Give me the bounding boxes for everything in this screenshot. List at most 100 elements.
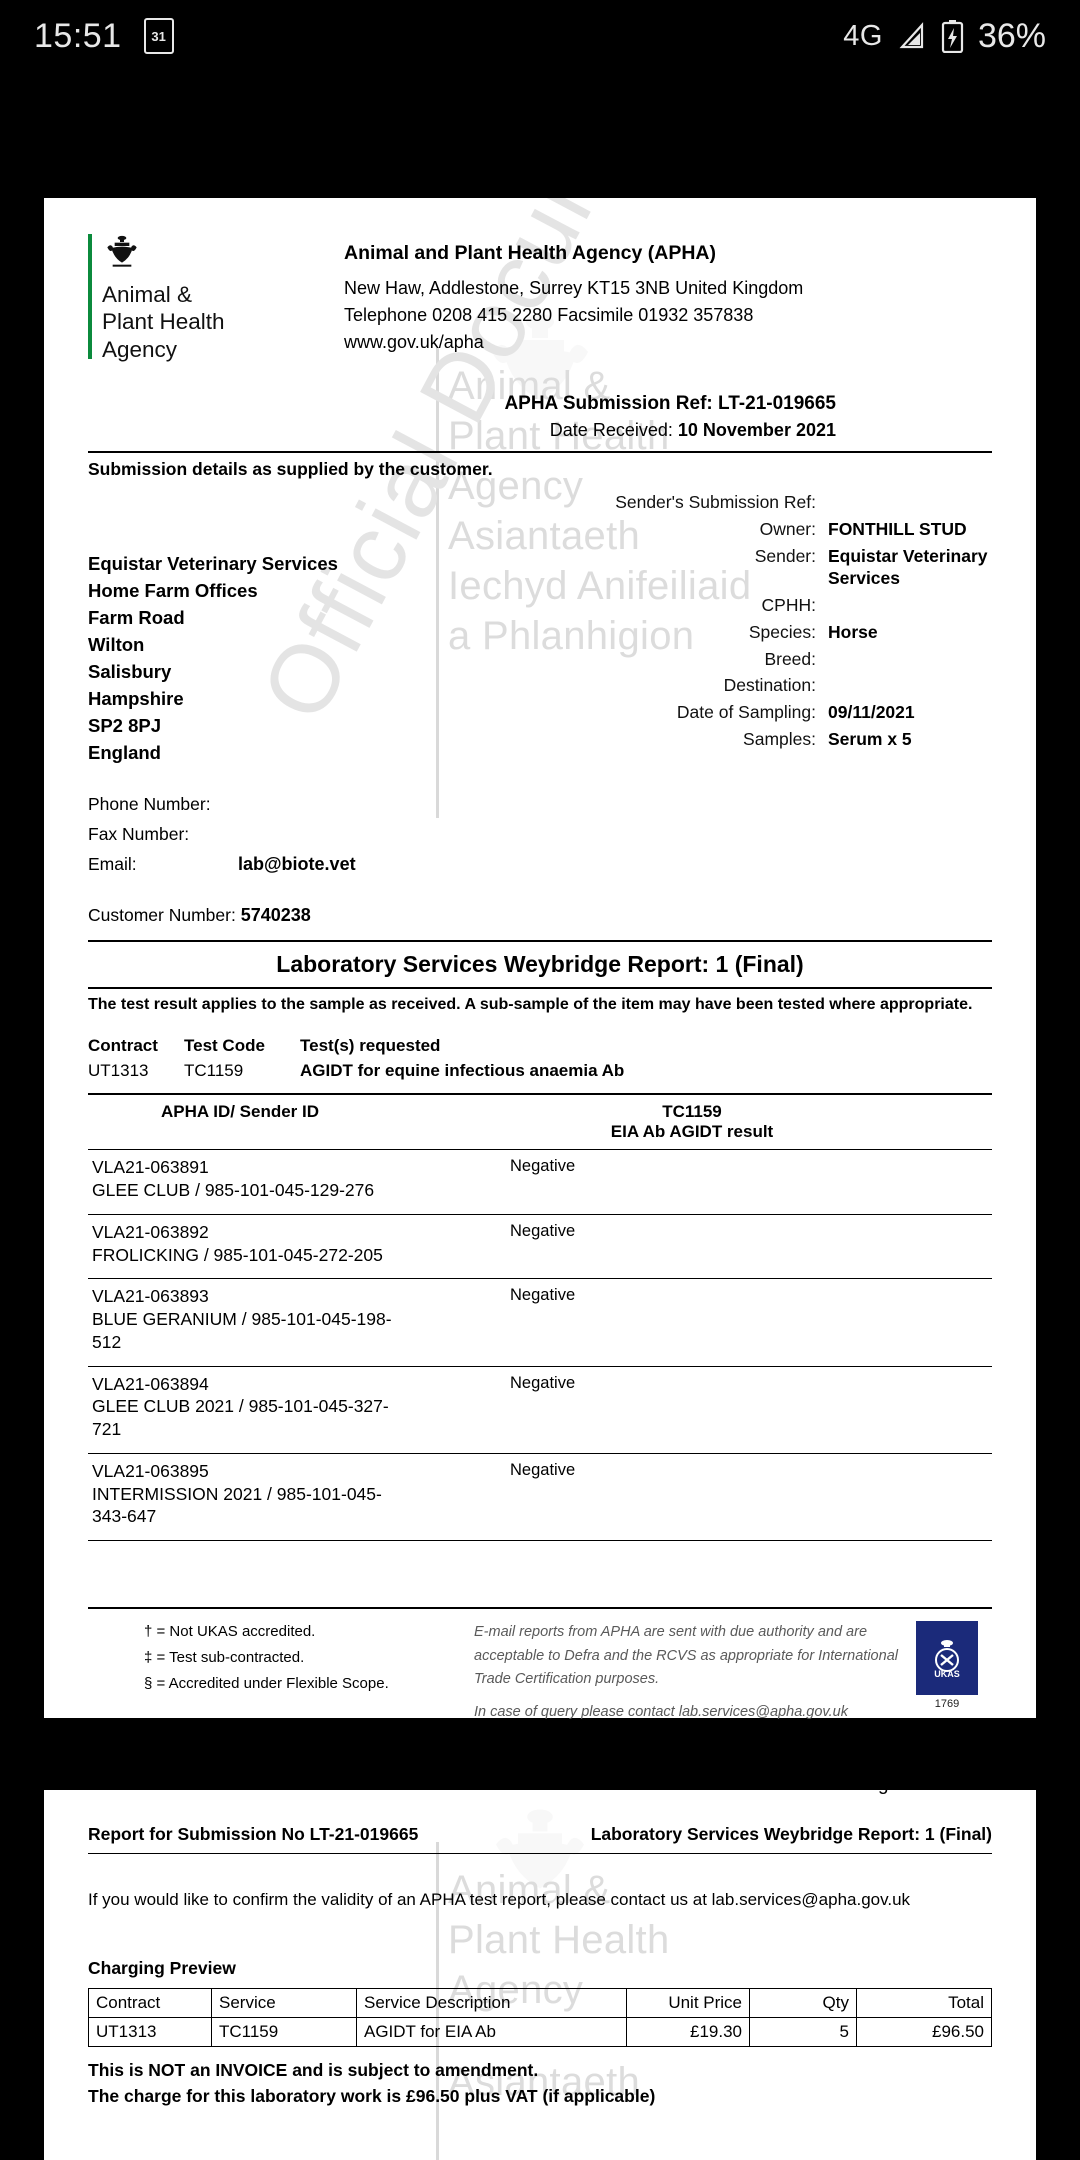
results-cell-id: VLA21-063892 FROLICKING / 985-101-045-27… [88, 1214, 392, 1280]
results-table-head: APHA ID/ Sender ID TC1159 EIA Ab AGIDT r… [88, 1093, 992, 1151]
svg-text:UKAS: UKAS [934, 1669, 960, 1679]
address-line: SP2 8PJ [88, 715, 162, 737]
apha-logo: Animal & Plant Health Agency [88, 232, 312, 363]
page-2-header: Report for Submission No LT-21-019665 La… [88, 1824, 992, 1845]
document-page-1: Animal & Plant Health Agency Asiantaeth … [44, 198, 1036, 1795]
footer-notice-email: E-mail reports from APHA are sent with d… [474, 1624, 898, 1688]
customer-address-block: Equistar Veterinary Services Home Farm O… [88, 492, 548, 766]
submission-ref: APHA Submission Ref: LT-21-019665 [88, 393, 836, 415]
sender-id: GLEE CLUB 2021 / 985-101-045-327-721 [92, 1396, 389, 1440]
page-2-header-right: Laboratory Services Weybridge Report: 1 … [590, 1824, 992, 1844]
result-applicability-note: The test result applies to the sample as… [88, 996, 973, 1014]
charging-note-not-invoice: This is NOT an INVOICE and is subject to… [88, 2060, 539, 2080]
results-table-body: VLA21-063891 GLEE CLUB / 985-101-045-129… [88, 1149, 992, 1542]
charging-note-total: The charge for this laboratory work is £… [88, 2086, 656, 2107]
column-header-contract: Contract [88, 1036, 158, 1056]
cell-contract: UT1313 [88, 1061, 149, 1081]
field-label: CPHH: [761, 594, 816, 615]
report-title: Laboratory Services Weybridge Report: 1 … [276, 951, 804, 978]
contact-row: Email: lab@biote.vet [88, 854, 992, 875]
ukas-number: 1769 [934, 1698, 960, 1711]
organisation-address: New Haw, Addlestone, Surrey KT15 3NB Uni… [344, 278, 804, 298]
field-value: 09/11/2021 [828, 702, 915, 723]
footer-comments-note: Comments and interpretations are outside… [279, 1730, 801, 1747]
tests-requested-header-row: Contract Test Code Test(s) requested [88, 1036, 992, 1056]
contact-block: Phone Number: Fax Number: Email: lab@bio… [88, 794, 992, 926]
field-label: Species: [748, 621, 816, 642]
results-cell-id: VLA21-063895 INTERMISSION 2021 / 985-101… [88, 1453, 392, 1542]
submission-ref-block: APHA Submission Ref: LT-21-019665 Date R… [88, 393, 992, 441]
column-header-tests-requested: Test(s) requested [300, 1036, 441, 1056]
document-header: Animal & Plant Health Agency Animal and … [88, 232, 992, 363]
field-row: Owner: FONTHILL STUD [548, 519, 992, 541]
field-row: Samples: Serum x 5 [548, 729, 992, 751]
network-type-label: 4G [843, 19, 883, 52]
field-value: Horse [828, 621, 878, 642]
submission-field-list: Sender's Submission Ref: Owner: FONTHILL… [548, 492, 992, 766]
footer-accreditation-keys: † = Not UKAS accredited. ‡ = Test sub-co… [88, 1619, 474, 1696]
page-1-content: Animal & Plant Health Agency Animal and … [88, 232, 992, 1796]
field-label: Date of Sampling: [676, 702, 816, 723]
charging-cell-contract: UT1313 [88, 2017, 212, 2047]
battery-percent-label: 36% [977, 16, 1046, 55]
page-2-content: Report for Submission No LT-21-019665 La… [88, 1824, 992, 2110]
charging-column-unit-price: Unit Price [626, 1988, 750, 2018]
divider-report-bottom [88, 987, 992, 990]
apha-logo-line-2: Plant Health [102, 309, 225, 335]
page-1-footer: † = Not UKAS accredited. ‡ = Test sub-co… [88, 1607, 992, 1796]
field-row: Breed: [548, 649, 992, 671]
submission-details-heading: Submission details as supplied by the cu… [88, 459, 493, 480]
address-line: Home Farm Offices [88, 580, 258, 602]
divider-report [88, 940, 992, 943]
date-received-label: Date Received: [549, 420, 673, 441]
results-cell-id: VLA21-063891 GLEE CLUB / 985-101-045-129… [88, 1149, 392, 1215]
results-column-header-id: APHA ID/ Sender ID [88, 1093, 392, 1151]
divider-top [88, 451, 992, 454]
charging-column-description: Service Description [356, 1988, 627, 2018]
charging-column-service: Service [211, 1988, 357, 2018]
field-row: CPHH: [548, 595, 992, 617]
table-row: VLA21-063894 GLEE CLUB 2021 / 985-101-04… [88, 1366, 992, 1454]
charging-cell-unit-price: £19.30 [626, 2017, 750, 2047]
charging-cell-total: £96.50 [856, 2017, 992, 2047]
address-line: England [88, 742, 161, 764]
battery-charging-icon [941, 19, 964, 53]
results-cell-result: Negative [392, 1278, 992, 1367]
address-line: Equistar Veterinary Services [88, 553, 338, 575]
contact-label: Fax Number: [88, 824, 190, 845]
customer-number-value: 5740238 [240, 905, 311, 926]
table-row: VLA21-063891 GLEE CLUB / 985-101-045-129… [88, 1149, 992, 1215]
results-cell-id: VLA21-063893 BLUE GERANIUM / 985-101-045… [88, 1278, 392, 1367]
status-bar-left: 15:51 31 [34, 17, 174, 56]
results-cell-result: Negative [392, 1214, 992, 1280]
apha-id: VLA21-063895 [92, 1460, 209, 1481]
charging-column-contract: Contract [88, 1988, 212, 2018]
tests-requested-row: UT1313 TC1159 AGIDT for equine infectiou… [88, 1061, 992, 1081]
sender-id: INTERMISSION 2021 / 985-101-045-343-647 [92, 1483, 382, 1527]
field-value: Serum x 5 [828, 729, 912, 750]
calendar-icon: 31 [143, 18, 174, 54]
field-label: Owner: [759, 519, 816, 540]
sender-id: GLEE CLUB / 985-101-045-129-276 [92, 1180, 375, 1201]
sender-id: FROLICKING / 985-101-045-272-205 [92, 1244, 383, 1265]
ukas-crest-icon: UKAS [934, 1640, 960, 1679]
field-value: FONTHILL STUD [828, 519, 967, 540]
results-column-header-code: TC1159 [662, 1102, 722, 1122]
apha-logo-text: Animal & Plant Health Agency [102, 281, 312, 363]
customer-number: Customer Number: 5740238 [88, 905, 992, 926]
field-label: Samples: [743, 729, 816, 750]
status-bar-right: 4G 36% [843, 17, 1046, 56]
status-bar: 15:51 31 4G 36% [0, 0, 1080, 72]
cell-test-name: AGIDT for equine infectious anaemia Ab [300, 1061, 625, 1081]
field-row: Sender's Submission Ref: [548, 492, 992, 514]
organisation-website: www.gov.uk/apha [344, 332, 484, 352]
apha-logo-line-1: Animal & [102, 282, 193, 307]
page-2-divider [88, 1853, 992, 1854]
apha-id: VLA21-063893 [92, 1286, 209, 1307]
calendar-day-label: 31 [151, 28, 166, 44]
royal-crest-icon [107, 235, 137, 267]
submission-details: Equistar Veterinary Services Home Farm O… [88, 492, 992, 766]
footer-notices: E-mail reports from APHA are sent with d… [474, 1619, 902, 1724]
field-label: Destination: [723, 675, 816, 696]
field-row: Destination: [548, 675, 992, 697]
